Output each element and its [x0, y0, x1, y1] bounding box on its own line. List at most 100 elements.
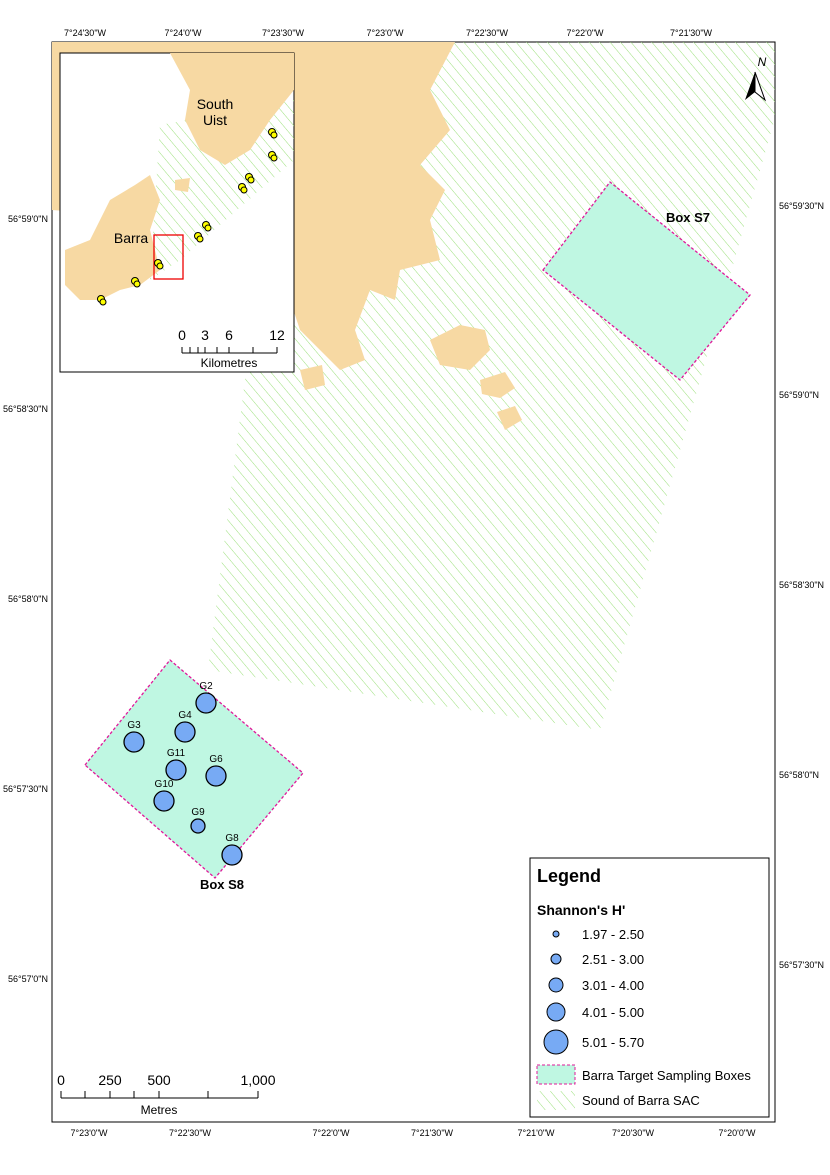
north-arrow [745, 71, 767, 102]
sample-label: G6 [209, 754, 223, 765]
legend-symbol [536, 1064, 576, 1085]
scale-label: 250 [98, 1072, 122, 1088]
sample-site [174, 721, 196, 743]
island [480, 372, 515, 398]
sample-label: G10 [155, 779, 174, 790]
legend-symbol [548, 977, 564, 993]
lon-label: 7°23'0"W [366, 28, 404, 38]
lat-label: 56°59'0"N [779, 390, 819, 400]
lat-label: 56°58'30"N [779, 580, 824, 590]
lat-label: 56°59'30"N [779, 201, 824, 211]
legend-symbol [550, 953, 562, 965]
legend-title: Legend [537, 866, 601, 886]
legend-label: 5.01 - 5.70 [582, 1035, 644, 1050]
inset-site [204, 224, 212, 232]
inset-land [170, 53, 294, 165]
legend-subtitle: Shannon's H' [537, 902, 625, 918]
scale-unit: Kilometres [201, 356, 258, 370]
island [430, 325, 490, 370]
sample-label: G3 [127, 720, 141, 731]
lat-label: 56°58'0"N [8, 594, 48, 604]
lon-label: 7°22'30"W [169, 1128, 212, 1138]
lat-label: 56°57'30"N [779, 960, 824, 970]
box-label: Box S7 [666, 210, 710, 225]
inset-land [65, 175, 160, 300]
place-label: Barra [114, 230, 148, 246]
inset-site [133, 280, 141, 288]
sample-label: G9 [191, 807, 205, 818]
north-arrow-right [754, 71, 767, 102]
lat-label: 56°59'0"N [8, 214, 48, 224]
inset-site [196, 235, 204, 243]
sample-site [205, 765, 227, 787]
lon-label: 7°24'0"W [164, 28, 202, 38]
sample-label: G4 [178, 710, 192, 721]
place-label-line: South [197, 96, 234, 112]
lat-label: 56°58'0"N [779, 770, 819, 780]
lon-label: 7°22'30"W [466, 28, 509, 38]
sample-site [153, 790, 175, 812]
sample-site [190, 818, 206, 834]
legend-symbol [537, 1091, 575, 1110]
inset-extent [153, 234, 184, 280]
legend-label: 2.51 - 3.00 [582, 952, 644, 967]
north-label: N [758, 55, 767, 69]
legend-label: Barra Target Sampling Boxes [582, 1068, 751, 1083]
inset-site [270, 154, 278, 162]
inset-site [270, 131, 278, 139]
lon-label: 7°21'30"W [411, 1128, 454, 1138]
island [300, 365, 325, 390]
legend-label: Sound of Barra SAC [582, 1093, 700, 1108]
map-body [52, 42, 775, 879]
scale-unit: Metres [141, 1103, 178, 1117]
inset-land [175, 178, 190, 192]
scale-label: 500 [147, 1072, 171, 1088]
sample-site [165, 759, 187, 781]
lon-label: 7°21'30"W [670, 28, 713, 38]
lat-label: 56°58'30"N [3, 404, 48, 414]
lon-label: 7°20'30"W [612, 1128, 655, 1138]
sampling-box [84, 659, 304, 879]
lat-label: 56°57'0"N [8, 974, 48, 984]
legend-symbol [546, 1002, 566, 1022]
place-label: South Uist [197, 96, 234, 128]
sample-label: G8 [225, 833, 239, 844]
place-label-line: Uist [203, 112, 227, 128]
legend-label: 1.97 - 2.50 [582, 927, 644, 942]
lon-label: 7°20'0"W [718, 1128, 756, 1138]
inset-site [240, 186, 248, 194]
scale-label: 6 [225, 327, 233, 343]
lon-label: 7°22'0"W [312, 1128, 350, 1138]
legend-label: 3.01 - 4.00 [582, 978, 644, 993]
sample-site [195, 692, 217, 714]
lat-label: 56°57'30"N [3, 784, 48, 794]
sample-site [123, 731, 145, 753]
lon-label: 7°23'30"W [262, 28, 305, 38]
north-arrow-left [745, 72, 755, 100]
inset-site [247, 176, 255, 184]
scale-label: 0 [178, 327, 186, 343]
inset-site [156, 262, 164, 270]
inset-body [65, 53, 294, 300]
inset-site [99, 298, 107, 306]
sample-label: G11 [167, 748, 186, 759]
sample-site [221, 844, 243, 866]
legend-symbol [552, 930, 560, 938]
scale-label: 1,000 [240, 1072, 275, 1088]
lon-label: 7°22'0"W [566, 28, 604, 38]
scale-label: 12 [269, 327, 285, 343]
sampling-box [542, 181, 751, 381]
box-label: Box S8 [200, 877, 244, 892]
scale-label: 0 [57, 1072, 65, 1088]
lon-label: 7°24'30"W [64, 28, 107, 38]
legend-label: 4.01 - 5.00 [582, 1005, 644, 1020]
sample-label: G2 [199, 681, 213, 692]
island [497, 406, 522, 430]
scale-label: 3 [201, 327, 209, 343]
lon-label: 7°21'0"W [517, 1128, 555, 1138]
inset-sac [150, 100, 294, 280]
lon-label: 7°23'0"W [70, 1128, 108, 1138]
legend-symbol [543, 1029, 569, 1055]
